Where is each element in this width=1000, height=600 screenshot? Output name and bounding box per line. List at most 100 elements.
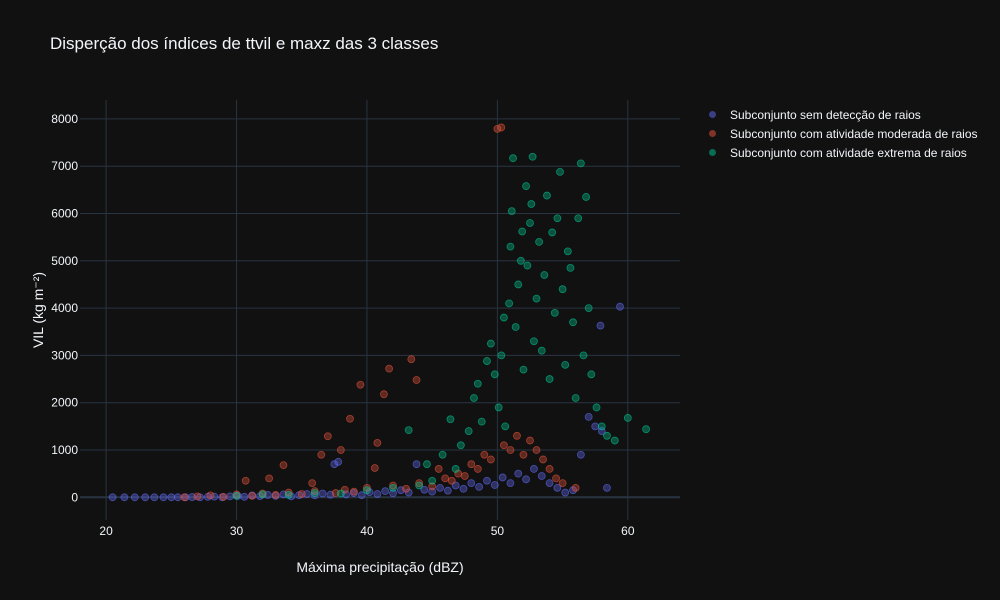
data-point — [120, 493, 129, 502]
data-point — [389, 483, 397, 492]
data-point — [514, 280, 523, 289]
data-point — [561, 360, 570, 369]
data-point — [603, 483, 611, 492]
data-point — [475, 482, 484, 491]
x-tick-label: 30 — [230, 524, 244, 538]
data-point — [108, 493, 117, 502]
y-tick-label: 6000 — [51, 207, 78, 221]
y-tick-label: 4000 — [51, 301, 78, 315]
data-point — [404, 426, 413, 435]
data-point — [566, 264, 575, 272]
legend-marker-extreme-lightning — [709, 149, 716, 156]
legend-item-moderate-lightning[interactable]: Subconjunto com atividade moderada de ra… — [700, 124, 978, 143]
data-point — [576, 159, 585, 168]
data-point — [336, 446, 345, 454]
data-point — [381, 487, 390, 496]
tick-labels: 20 30 40 50 60 0 1000 2000 3000 4000 5000 6000 7000 8… — [51, 112, 635, 538]
data-point — [389, 489, 397, 498]
data-point — [248, 491, 257, 500]
y-tick-label: 3000 — [51, 348, 78, 362]
x-axis-label: Máxima precipitação (dBZ) — [296, 559, 463, 575]
data-point — [490, 481, 499, 489]
data-point — [532, 446, 541, 454]
data-point — [522, 475, 530, 484]
data-point — [318, 489, 327, 498]
x-tick-label: 40 — [360, 524, 374, 538]
data-point — [206, 491, 215, 500]
data-point — [587, 370, 596, 379]
legend-label-extreme-lightning: Subconjunto com atividade extrema de rai… — [730, 145, 967, 160]
legend-label-moderate-lightning: Subconjunto com atividade moderada de ra… — [730, 126, 978, 141]
data-point — [518, 227, 527, 236]
grid — [80, 100, 680, 520]
data-point — [310, 487, 319, 496]
data-point — [380, 390, 388, 399]
data-point — [402, 484, 410, 493]
data-point — [522, 182, 530, 190]
data-point — [434, 465, 443, 473]
data-point — [308, 479, 317, 488]
data-point — [553, 214, 562, 223]
data-point — [545, 479, 554, 488]
legend-item-no-lightning[interactable]: Subconjunto sem detecção de raios — [700, 105, 978, 124]
data-point — [610, 436, 619, 445]
data-point — [509, 154, 517, 163]
data-point — [558, 285, 567, 294]
data-point — [265, 474, 274, 483]
data-point — [363, 483, 371, 492]
data-point — [428, 476, 437, 485]
data-point — [561, 488, 570, 497]
data-point — [356, 380, 365, 389]
data-point — [576, 450, 585, 459]
data-point — [141, 493, 150, 502]
data-point — [258, 490, 267, 499]
data-point — [501, 422, 510, 431]
series-1 — [180, 123, 580, 502]
data-point — [470, 394, 478, 402]
data-point — [591, 422, 600, 431]
y-tick-label: 8000 — [51, 112, 78, 126]
data-point — [563, 247, 572, 256]
data-point — [527, 200, 536, 208]
data-point — [545, 465, 554, 473]
data-point — [548, 228, 557, 237]
data-point — [516, 256, 525, 265]
data-point — [530, 465, 538, 473]
data-point — [373, 490, 382, 498]
data-point — [497, 351, 506, 360]
data-point — [346, 414, 354, 423]
data-point — [357, 491, 366, 500]
data-point — [532, 294, 541, 303]
data-point — [323, 432, 332, 441]
y-tick-label: 0 — [71, 490, 78, 504]
data-point — [584, 304, 593, 313]
data-point — [498, 473, 507, 482]
data-point — [451, 465, 460, 473]
data-point — [519, 365, 528, 374]
data-point — [526, 436, 534, 445]
data-point — [446, 415, 455, 424]
series-2 — [232, 152, 650, 500]
data-point — [412, 376, 421, 384]
data-point — [603, 431, 611, 440]
data-point — [530, 337, 538, 346]
data-point — [574, 214, 583, 223]
data-point — [490, 370, 499, 379]
data-point — [558, 479, 567, 488]
data-point — [473, 379, 482, 388]
data-point — [616, 302, 624, 311]
data-point — [497, 123, 506, 132]
data-point — [464, 427, 473, 435]
data-point — [477, 417, 486, 426]
data-point — [623, 413, 632, 422]
data-point — [569, 318, 577, 327]
data-point — [486, 339, 495, 348]
data-point — [279, 461, 288, 470]
legend-item-extreme-lightning[interactable]: Subconjunto com atividade extrema de rai… — [700, 143, 978, 162]
data-point — [415, 481, 424, 490]
data-point — [500, 441, 508, 450]
data-point — [284, 488, 293, 497]
data-point — [506, 446, 515, 454]
data-point — [130, 493, 139, 502]
